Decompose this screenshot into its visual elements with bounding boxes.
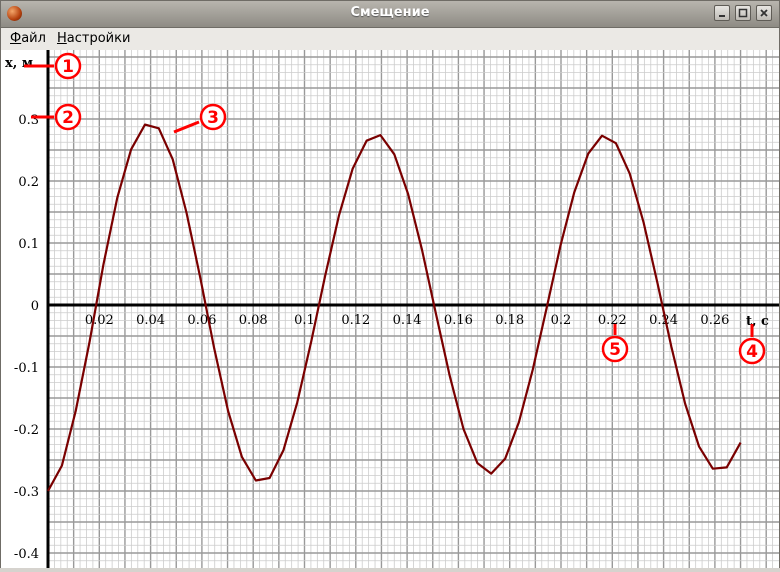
- y-tick-label: 0.2: [18, 175, 39, 190]
- maximize-icon: [738, 8, 748, 18]
- menu-file[interactable]: Файл: [10, 31, 46, 46]
- window-title: Смещение: [350, 5, 430, 20]
- x-tick-label: 0.14: [393, 313, 422, 328]
- displacement-chart: 0.02 0.04 0.06 0.08 0.1 0.12 0.14 0.16 0.18 0.2 0.…: [5, 50, 779, 568]
- x-tick-label: 0.04: [136, 313, 165, 328]
- x-tick-label: 0.02: [85, 313, 114, 328]
- y-tick-label: 0.1: [18, 237, 39, 252]
- menu-settings[interactable]: Настройки: [57, 31, 130, 46]
- callout-number: 3: [207, 108, 219, 128]
- x-tick-label: 0.16: [444, 313, 473, 328]
- callout-number: 2: [62, 108, 74, 128]
- x-tick-label: 0.12: [341, 313, 370, 328]
- menu-settings-accel: Н: [57, 31, 67, 46]
- y-tick-label: -0.3: [14, 485, 39, 500]
- menu-bar: Файл Настройки: [1, 28, 779, 49]
- x-tick-label: 0.18: [495, 313, 524, 328]
- callout-leader-line: [173, 120, 200, 134]
- y-axis-label: x, м: [5, 56, 33, 71]
- menu-file-accel: Ф: [10, 31, 22, 46]
- app-icon[interactable]: [7, 6, 22, 21]
- minimize-button[interactable]: [714, 5, 730, 21]
- displacement-series-line: [47, 123, 742, 492]
- maximize-button[interactable]: [735, 5, 751, 21]
- y-tick-label: -0.1: [14, 361, 39, 376]
- x-tick-label: 0.24: [649, 313, 678, 328]
- callout-circle: [738, 337, 766, 365]
- menu-file-rest: айл: [21, 31, 46, 46]
- callout-number: 4: [746, 342, 758, 362]
- x-tick-label: 0.1: [294, 313, 315, 328]
- title-bar[interactable]: Смещение: [1, 1, 779, 28]
- x-tick-label: 0.22: [598, 313, 627, 328]
- minimize-icon: [719, 15, 725, 17]
- plot-area: 0.02 0.04 0.06 0.08 0.1 0.12 0.14 0.16 0.18 0.2 0.…: [1, 50, 779, 568]
- callout-circle: [199, 103, 227, 131]
- x-tick-label: 0.06: [187, 313, 216, 328]
- x-axis-label: t, c: [746, 314, 769, 329]
- x-tick-label: 0.08: [239, 313, 268, 328]
- callout-circle: [54, 52, 82, 80]
- x-tick-label: 0.26: [700, 313, 729, 328]
- x-tick-label: 0.2: [551, 313, 572, 328]
- callout-circle: [54, 103, 82, 131]
- callout-circle: [601, 335, 629, 363]
- y-tick-label: 0.3: [18, 113, 39, 128]
- y-tick-label: -0.2: [14, 423, 39, 438]
- y-tick-label: 0: [31, 299, 39, 314]
- callout-number: 5: [609, 340, 621, 360]
- y-tick-label: -0.4: [14, 547, 39, 562]
- callout-number: 1: [62, 57, 74, 77]
- menu-settings-rest: астройки: [66, 31, 131, 46]
- close-button[interactable]: [756, 5, 772, 21]
- close-icon: [760, 9, 768, 17]
